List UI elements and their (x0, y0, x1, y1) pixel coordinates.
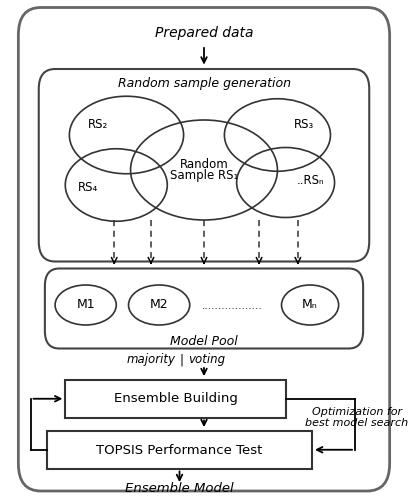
FancyBboxPatch shape (18, 8, 390, 491)
Ellipse shape (129, 285, 190, 325)
Text: Prepared data: Prepared data (155, 26, 253, 40)
Text: Ensemble Building: Ensemble Building (113, 392, 237, 405)
Ellipse shape (55, 285, 116, 325)
Text: majority: majority (126, 354, 175, 366)
Text: Random sample generation: Random sample generation (118, 78, 290, 90)
Text: Random: Random (180, 158, 228, 172)
FancyBboxPatch shape (39, 69, 369, 262)
Text: ..................: .................. (202, 301, 263, 311)
Text: Sample RS₁: Sample RS₁ (170, 170, 238, 182)
Text: Model Pool: Model Pool (170, 335, 238, 348)
Text: Optimization for
best model search: Optimization for best model search (306, 406, 408, 428)
Text: |: | (180, 354, 184, 366)
Text: TOPSIS Performance Test: TOPSIS Performance Test (96, 444, 263, 456)
Text: Mₙ: Mₙ (302, 298, 318, 312)
Text: ..RSₙ: ..RSₙ (296, 174, 324, 186)
Text: M2: M2 (150, 298, 169, 312)
Bar (65, 380, 286, 418)
Text: RS₄: RS₄ (78, 181, 98, 194)
Text: voting: voting (188, 354, 225, 366)
Bar (47, 431, 312, 469)
Text: M1: M1 (76, 298, 95, 312)
Text: RS₃: RS₃ (294, 118, 314, 130)
Ellipse shape (131, 120, 277, 220)
FancyBboxPatch shape (45, 268, 363, 348)
Text: RS₂: RS₂ (88, 118, 108, 130)
Text: Ensemble Model: Ensemble Model (125, 482, 234, 496)
Ellipse shape (282, 285, 339, 325)
